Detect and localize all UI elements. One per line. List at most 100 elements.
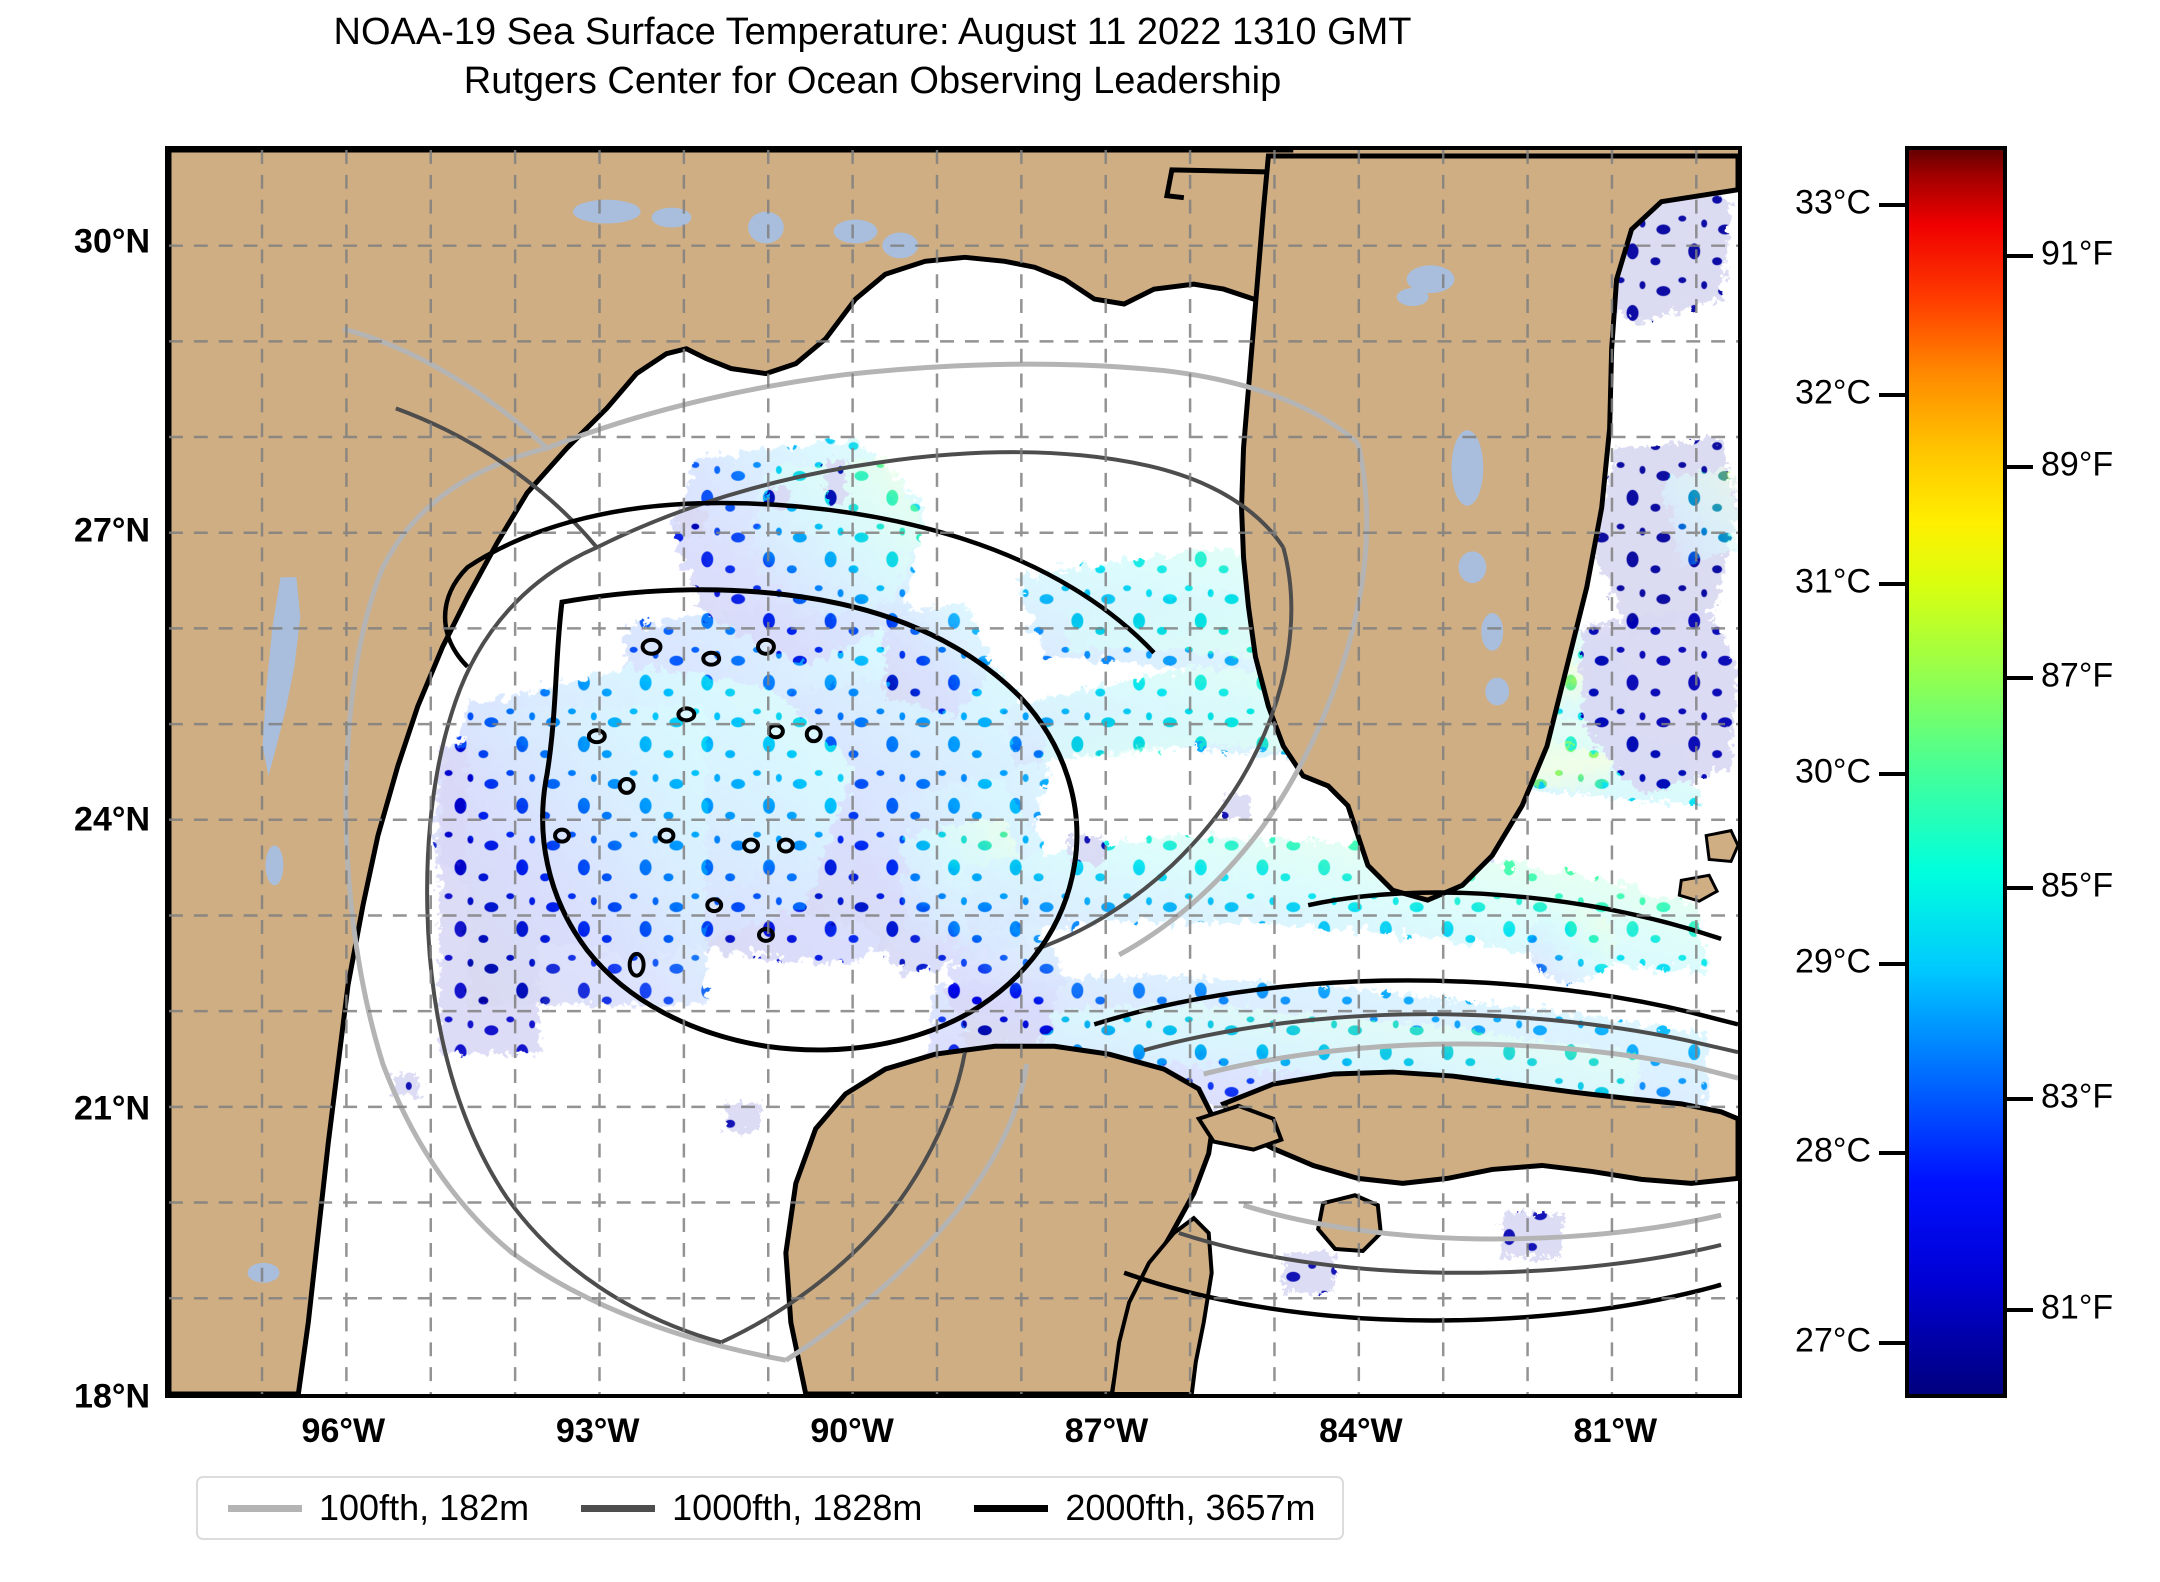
cb-tick-87f: [2007, 675, 2033, 680]
legend-item-100fth[interactable]: 100fth, 182m: [220, 1487, 573, 1529]
graticule-grid: [169, 150, 1738, 1394]
legend-label-100fth: 100fth, 182m: [319, 1487, 530, 1528]
cb-tick-29c: [1879, 961, 1905, 966]
x-tick-84w: [1365, 1394, 1368, 1398]
cb-tick-81f: [2007, 1307, 2033, 1312]
x-axis-label-93w: 93°W: [555, 1412, 640, 1450]
sst-map-panel[interactable]: [165, 146, 1742, 1398]
x-axis-label-90w: 90°W: [810, 1412, 894, 1450]
x-tick-96w: [347, 1394, 350, 1398]
y-tick-27n: [165, 535, 169, 538]
page-subtitle: Rutgers Center for Ocean Observing Leade…: [463, 59, 1282, 102]
y-axis-labels: 30°N 27°N 24°N 21°N 18°N: [0, 146, 150, 1416]
x-tick-81w: [1619, 1394, 1622, 1398]
x-tick-minor: [771, 1394, 773, 1398]
y-tick-24n: [165, 824, 169, 827]
contour-100fth-yucatan: [784, 1063, 1030, 1363]
y-axis-label-24n: 24°N: [74, 800, 150, 839]
x-axis-label-87w: 87°W: [1064, 1412, 1149, 1450]
x-tick-minor: [517, 1394, 519, 1398]
contour-2000fth-flstraits: [1307, 890, 1722, 942]
cb-label-33c: 33°C: [1795, 183, 1871, 222]
y-tick-minor: [165, 439, 169, 441]
contour-1000fth-n: [595, 450, 1285, 550]
chart-title-block: NOAA-19 Sea Surface Temperature: August …: [0, 8, 1745, 105]
bathymetry-legend[interactable]: 100fth, 182m 1000fth, 1828m 2000fth, 365…: [196, 1476, 1344, 1540]
legend-line-2000fth: [974, 1504, 1049, 1512]
cb-label-83f: 83°F: [2041, 1077, 2114, 1116]
x-tick-93w: [602, 1394, 605, 1398]
cb-tick-28c: [1879, 1151, 1905, 1156]
cb-tick-31c: [1879, 582, 1905, 587]
contour-1000fth: [395, 406, 722, 1345]
cb-label-91f: 91°F: [2041, 234, 2114, 273]
x-axis-label-84w: 84°W: [1319, 1412, 1403, 1450]
cb-tick-33c: [1879, 202, 1905, 207]
x-tick-90w: [856, 1394, 859, 1398]
y-axis-label-18n: 18°N: [74, 1377, 150, 1416]
x-tick-minor: [1195, 1394, 1197, 1398]
cb-label-81f: 81°F: [2041, 1288, 2114, 1327]
cb-label-87f: 87°F: [2041, 656, 2114, 694]
x-axis-label-81w: 81°W: [1573, 1412, 1658, 1450]
y-tick-minor: [165, 920, 169, 922]
legend-label-1000fth: 1000fth, 1828m: [672, 1487, 923, 1528]
legend-item-2000fth[interactable]: 2000fth, 3657m: [966, 1487, 1319, 1529]
x-tick-minor: [1026, 1394, 1028, 1398]
contour-2000fth-north-arc: [442, 500, 1156, 669]
cb-label-28c: 28°C: [1795, 1131, 1871, 1170]
cb-label-32c: 32°C: [1795, 373, 1871, 412]
y-tick-minor: [165, 632, 169, 634]
contour-100fth-cuba: [1203, 1041, 1738, 1081]
bathymetry-layer: [342, 326, 1738, 1363]
x-tick-minor: [687, 1394, 689, 1398]
contour-100fth: [342, 326, 787, 1363]
colorbar[interactable]: 33°C 32°C 31°C 30°C 29°C 28°C 27°C 91°F …: [1795, 146, 2113, 1398]
x-tick-minor: [1704, 1394, 1706, 1398]
y-tick-21n: [165, 1113, 169, 1116]
y-axis-label-27n: 27°N: [74, 511, 150, 550]
x-tick-minor: [1280, 1394, 1282, 1398]
legend-label-2000fth: 2000fth, 3657m: [1065, 1487, 1316, 1528]
contour-100fth-florida: [1117, 442, 1370, 958]
contour-1000fth-west: [720, 1051, 967, 1345]
state-boundary-line: [1163, 167, 1266, 201]
colorbar-gradient: [1905, 146, 2007, 1398]
contour-1000fth-cuba-s: [1178, 1231, 1722, 1275]
x-axis-labels: 96°W 93°W 90°W 87°W 84°W 81°W: [165, 1412, 1742, 1462]
cb-tick-91f: [2007, 254, 2033, 259]
cb-label-31c: 31°C: [1795, 562, 1871, 601]
y-tick-minor: [165, 343, 169, 345]
y-axis-label-21n: 21°N: [74, 1089, 150, 1128]
cb-tick-30c: [1879, 772, 1905, 776]
x-axis-label-96w: 96°W: [301, 1412, 386, 1450]
land-small-islands: [1677, 828, 1738, 903]
cb-label-85f: 85°F: [2041, 866, 2114, 905]
cb-tick-89f: [2007, 464, 2033, 469]
cb-tick-32c: [1879, 392, 1905, 397]
x-tick-minor: [1535, 1394, 1537, 1398]
x-tick-87w: [1111, 1394, 1114, 1398]
inland-lakes: [247, 199, 1510, 1283]
y-tick-minor: [165, 728, 169, 730]
grid-vertical-lines: [260, 150, 1698, 1394]
x-tick-minor: [432, 1394, 434, 1398]
cb-label-89f: 89°F: [2041, 445, 2114, 484]
cb-tick-83f: [2007, 1096, 2033, 1101]
y-tick-minor: [165, 1306, 169, 1308]
y-axis-label-30n: 30°N: [74, 222, 150, 261]
sst-map-canvas: [169, 150, 1738, 1394]
contour-1000fth-e: [1033, 546, 1294, 952]
cb-tick-27c: [1879, 1341, 1905, 1346]
y-tick-30n: [165, 246, 169, 249]
land-florida: [1293, 150, 1738, 164]
cb-label-29c: 29°C: [1795, 942, 1871, 981]
contour-2000fth-cuba: [1093, 978, 1738, 1027]
legend-item-1000fth[interactable]: 1000fth, 1828m: [573, 1487, 966, 1529]
cb-label-30c: 30°C: [1795, 752, 1871, 791]
cb-label-27c: 27°C: [1795, 1321, 1871, 1360]
contour-1000fth-cuba: [1143, 1012, 1738, 1055]
contour-2000fth-abyssal: [540, 587, 1080, 1053]
x-tick-minor: [941, 1394, 943, 1398]
map-clip: [169, 150, 1738, 1394]
